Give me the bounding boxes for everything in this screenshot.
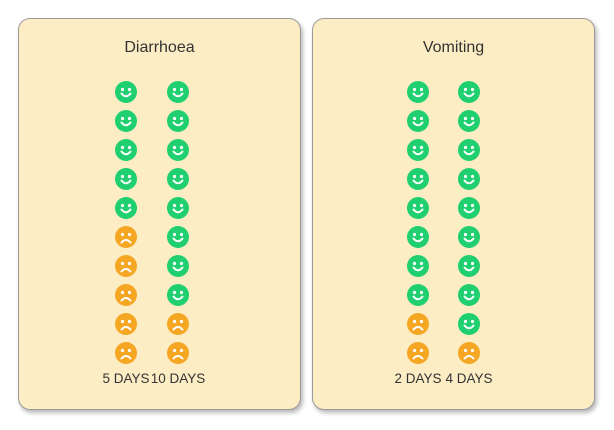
panel-title: Diarrhoea bbox=[124, 39, 195, 56]
happy-face-icon bbox=[407, 226, 429, 248]
face-column bbox=[407, 81, 429, 371]
sad-face-icon bbox=[115, 226, 137, 248]
happy-face-icon bbox=[167, 110, 189, 132]
happy-face-icon bbox=[407, 197, 429, 219]
happy-face-icon bbox=[407, 139, 429, 161]
sad-face-icon bbox=[115, 313, 137, 335]
face-column bbox=[115, 81, 137, 371]
happy-face-icon bbox=[167, 168, 189, 190]
happy-face-icon bbox=[167, 81, 189, 103]
column-label: 2 DAYS bbox=[394, 371, 442, 386]
happy-face-icon bbox=[407, 81, 429, 103]
happy-face-icon bbox=[458, 197, 480, 219]
happy-face-icon bbox=[458, 226, 480, 248]
happy-face-icon bbox=[167, 226, 189, 248]
sad-face-icon bbox=[167, 313, 189, 335]
sad-face-icon bbox=[167, 342, 189, 364]
happy-face-icon bbox=[167, 139, 189, 161]
vomiting-panel: Vomiting 2 DAYS 4 DAYS bbox=[312, 18, 595, 410]
face-column bbox=[167, 81, 189, 371]
sad-face-icon bbox=[407, 313, 429, 335]
column-label: 10 DAYS bbox=[150, 371, 206, 386]
sad-face-icon bbox=[115, 284, 137, 306]
happy-face-icon bbox=[167, 255, 189, 277]
happy-face-icon bbox=[458, 81, 480, 103]
face-column bbox=[458, 81, 480, 371]
column-label: 5 DAYS bbox=[102, 371, 150, 386]
happy-face-icon bbox=[407, 284, 429, 306]
column-label: 4 DAYS bbox=[445, 371, 493, 386]
happy-face-icon bbox=[458, 110, 480, 132]
happy-face-icon bbox=[407, 255, 429, 277]
happy-face-icon bbox=[167, 284, 189, 306]
happy-face-icon bbox=[115, 81, 137, 103]
happy-face-icon bbox=[458, 313, 480, 335]
happy-face-icon bbox=[458, 139, 480, 161]
happy-face-icon bbox=[407, 110, 429, 132]
happy-face-icon bbox=[458, 284, 480, 306]
diarrhoea-panel: Diarrhoea 5 DAYS 10 DAYS bbox=[18, 18, 301, 410]
sad-face-icon bbox=[458, 342, 480, 364]
happy-face-icon bbox=[458, 255, 480, 277]
sad-face-icon bbox=[115, 342, 137, 364]
sad-face-icon bbox=[407, 342, 429, 364]
happy-face-icon bbox=[115, 110, 137, 132]
happy-face-icon bbox=[115, 168, 137, 190]
happy-face-icon bbox=[115, 139, 137, 161]
happy-face-icon bbox=[407, 168, 429, 190]
happy-face-icon bbox=[115, 197, 137, 219]
happy-face-icon bbox=[167, 197, 189, 219]
panel-title: Vomiting bbox=[422, 39, 485, 56]
sad-face-icon bbox=[115, 255, 137, 277]
happy-face-icon bbox=[458, 168, 480, 190]
